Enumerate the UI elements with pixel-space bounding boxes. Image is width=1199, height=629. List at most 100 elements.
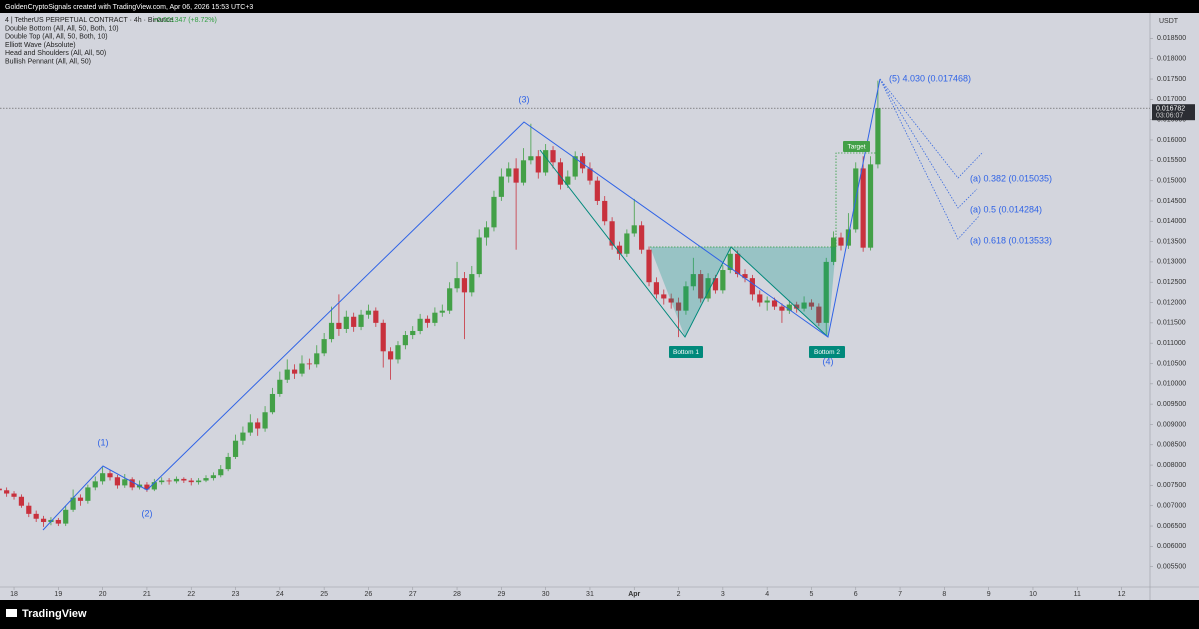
y-tick-label: 0.007000 (1157, 503, 1186, 510)
candle-body (867, 164, 874, 248)
candle-body (639, 225, 645, 250)
candle-body (720, 270, 726, 291)
fib-path (879, 78, 984, 179)
axes: 0.005500 0.006000 0.006500 0.007000 0.007500… (10, 35, 1195, 598)
fib-label: (a) 0.618 (0.013533) (970, 235, 1052, 245)
candle-body (343, 316, 349, 329)
candle-body (698, 274, 704, 299)
y-tick-label: 0.016000 (1157, 137, 1186, 144)
header: GoldenCryptoSignals created with Trading… (5, 4, 253, 11)
x-tick-label: 3 (721, 591, 725, 598)
x-tick-label: 26 (365, 591, 373, 598)
chart-panel (0, 13, 1199, 600)
candle-body (461, 278, 468, 293)
candle-body (424, 318, 431, 323)
candle-body (735, 253, 741, 275)
candle-body (557, 162, 564, 185)
fib-projections (879, 78, 984, 240)
candle-body (210, 475, 216, 479)
candle-body (380, 322, 386, 352)
y-tick-label: 0.014500 (1157, 198, 1186, 205)
candle-body (277, 379, 283, 394)
fib-label: (a) 0.5 (0.014284) (970, 204, 1042, 214)
candle-body (166, 480, 172, 482)
candle-body (838, 237, 844, 246)
y-tick-label: 0.018500 (1157, 35, 1186, 42)
candle-body (602, 200, 608, 222)
candle-body (690, 274, 696, 287)
y-tick-label: 0.009000 (1157, 421, 1186, 428)
candle-body (579, 156, 586, 169)
elliott-wave (42, 78, 881, 531)
candle-body (447, 288, 453, 311)
x-tick-label: 11 (1074, 591, 1081, 598)
footer: TradingView (22, 608, 87, 620)
y-tick-label: 0.017000 (1157, 96, 1186, 103)
y-tick-label: 0.010000 (1157, 381, 1186, 388)
candle-body (92, 481, 98, 488)
candle-body (528, 156, 534, 161)
y-tick-label: 0.006000 (1157, 543, 1186, 550)
x-tick-label: 28 (453, 591, 461, 598)
candle-body (255, 422, 261, 429)
y-tick-label: 0.014000 (1157, 218, 1186, 225)
candle-body (506, 168, 512, 177)
candle-body (572, 156, 578, 177)
candle-body (587, 168, 593, 181)
x-tick-label: 22 (187, 591, 195, 598)
candle-body (351, 316, 357, 327)
candle-body (594, 180, 600, 201)
candle-body (860, 168, 866, 248)
y-tick-label: 0.015500 (1157, 157, 1186, 164)
candle-body (63, 509, 69, 524)
fib-label: (a) 0.382 (0.015035) (970, 173, 1052, 183)
candle-body (365, 310, 372, 315)
candle-body (668, 298, 674, 303)
candle-body (11, 493, 17, 497)
indicator: Elliott Wave (Absolute) (5, 42, 76, 49)
candle-body (535, 156, 541, 173)
candle-body (269, 393, 276, 413)
candle-body (387, 351, 394, 360)
candle-body (439, 310, 445, 313)
candle-body (26, 505, 32, 514)
x-tick-label: 7 (898, 591, 902, 598)
candle-body (831, 237, 837, 262)
wave-label: (3) (519, 94, 530, 104)
candle-body (240, 432, 246, 441)
candle-body (358, 314, 364, 327)
y-tick-label: 0.005500 (1157, 564, 1186, 571)
label-box (843, 141, 870, 152)
candle-body (786, 304, 792, 311)
indicator: Head and Shoulders (All, All, 50) (5, 50, 106, 57)
candle-body (779, 306, 785, 311)
candle-body (129, 479, 135, 488)
candle-body (306, 363, 312, 365)
candle-body (675, 302, 682, 311)
candle-body (757, 294, 763, 303)
candle-body (764, 300, 770, 303)
candle-body (188, 480, 194, 483)
last-price-box (1152, 104, 1195, 121)
x-tick-label: 27 (409, 591, 417, 598)
x-tick-label: Apr (628, 591, 640, 598)
candle-body (85, 487, 91, 501)
indicator: Double Bottom (All, All, 50, Both, 10) (5, 25, 119, 32)
y-tick-label: 0.010500 (1157, 360, 1186, 367)
candle-body (114, 477, 120, 486)
y-tick-label: 0.012500 (1157, 279, 1186, 286)
candle-body (469, 274, 475, 293)
wave-label: (1) (98, 437, 109, 447)
candle-body (196, 480, 202, 483)
label-box (669, 346, 703, 358)
price-change: +0.001347 (+8.72%) (153, 17, 217, 24)
candle-body (624, 233, 630, 254)
y-tick-label: 0.011500 (1157, 320, 1186, 327)
y-tick-label: 0.009500 (1157, 401, 1186, 408)
candle-body (646, 249, 652, 283)
candle-body (491, 196, 497, 228)
x-tick-label: 21 (143, 591, 151, 598)
candle-body (609, 221, 615, 246)
